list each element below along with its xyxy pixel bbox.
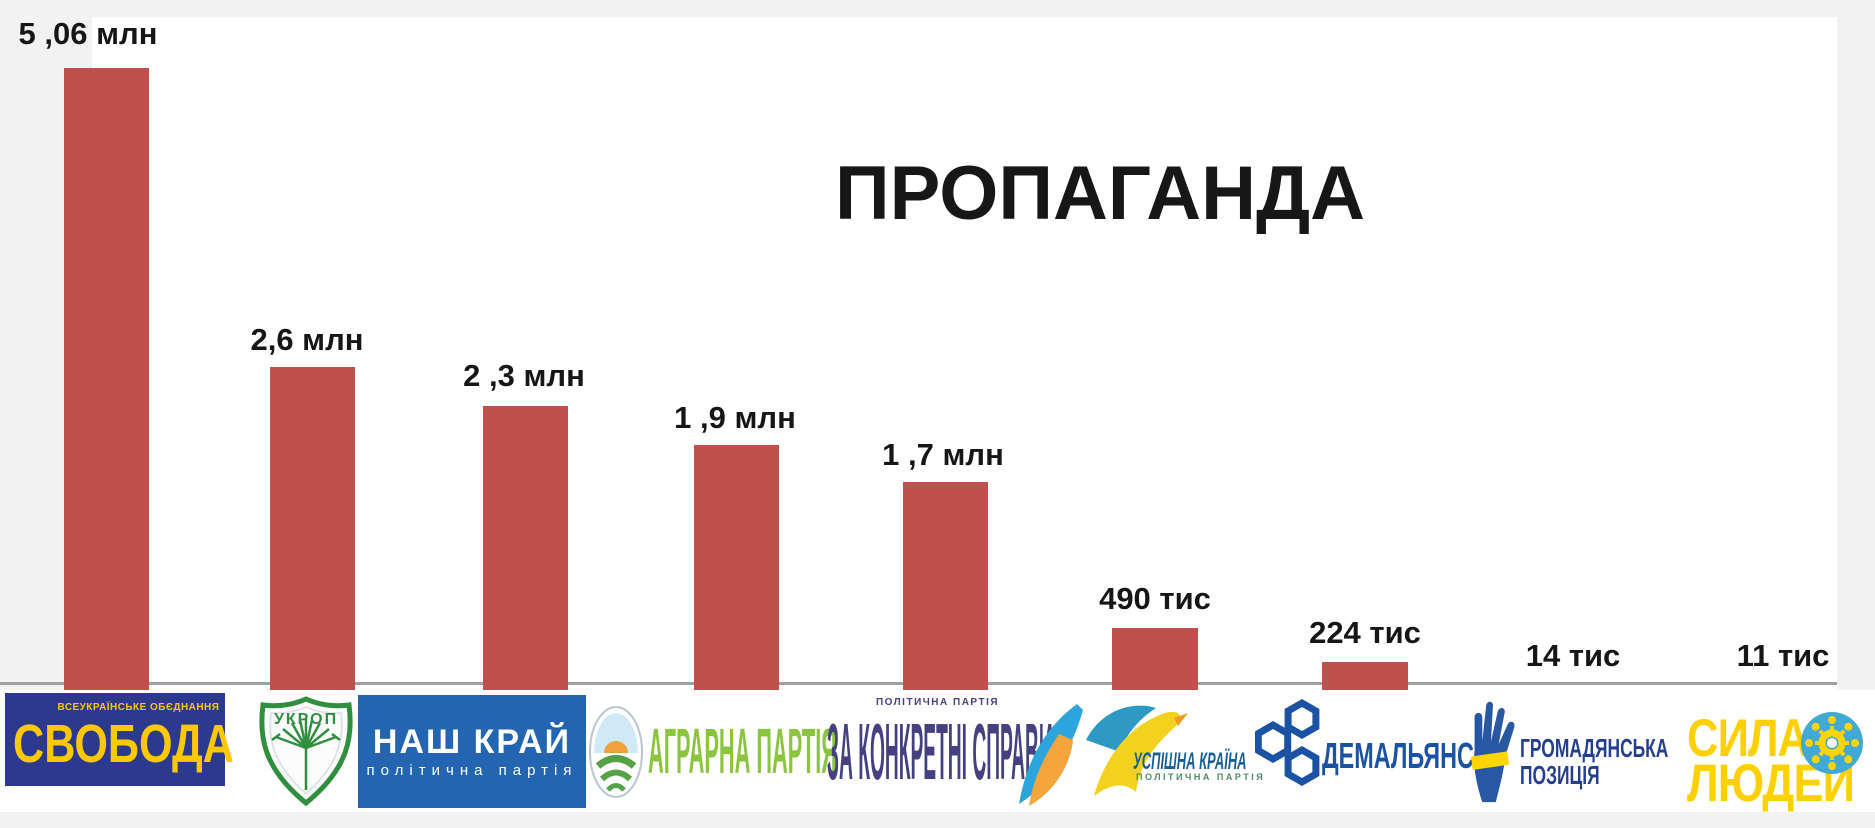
svoboda-top-text: ВСЕУКРАЇНСЬКЕ ОБЄДНАННЯ: [57, 701, 219, 713]
hromadianska-wordmark-line1: ГРОМАДЯНСЬКА: [1520, 733, 1669, 763]
uspishna-wordmark: УСПІШНА КРАЇНА: [1133, 748, 1247, 775]
value-label: 2,6 млн: [250, 322, 364, 357]
bar-demalyans: [1322, 662, 1408, 690]
value-label: 2 ,3 млн: [463, 358, 585, 393]
raised-hand-icon: [1470, 701, 1515, 803]
hromadianska-wordmark-line2: ПОЗИЦІЯ: [1520, 760, 1600, 790]
bar-za-spravy: [903, 482, 988, 690]
dove-icon: [1086, 705, 1188, 796]
syla-wordmark-line1: СИЛА: [1687, 709, 1809, 768]
bar-nash-kray: [483, 406, 568, 690]
value-label: 14 тис: [1525, 638, 1621, 673]
agrarna-wordmark: АГРАРНА ПАРТІЯ: [648, 715, 837, 787]
nash-kray-subtitle: політична партія: [366, 762, 578, 779]
nash-kray-logo: НАШ КРАЙ політична партія: [358, 695, 586, 808]
bar-agrarna: [694, 445, 779, 690]
chart-title: ПРОПАГАНДА: [834, 151, 1366, 236]
people-sun-icon: [1801, 712, 1863, 774]
feather-swoosh-icon: [1019, 704, 1083, 806]
value-label: 1 ,9 млн: [674, 400, 796, 435]
svoboda-wordmark: СВОБОДА: [13, 714, 234, 774]
value-label: 1 ,7 млн: [882, 437, 1004, 472]
value-label: 5 ,06 млн: [18, 16, 158, 51]
demalyans-wordmark: ДЕМАЛЬЯНС: [1322, 735, 1474, 776]
za-spravy-top-text: ПОЛІТИЧНА ПАРТІЯ: [875, 697, 1000, 708]
svoboda-logo: ВСЕУКРАЇНСЬКЕ ОБЄДНАННЯ СВОБОДА: [5, 693, 234, 786]
nash-kray-wordmark: НАШ КРАЙ: [372, 723, 572, 761]
agrarna-emblem-icon: [589, 706, 643, 798]
ukrop-shield-icon: [259, 696, 353, 807]
value-label: 224 тис: [1309, 615, 1421, 650]
hexagons-icon: [1255, 698, 1320, 787]
za-spravy-wordmark: ЗА КОНКРЕТНІ СПРАВИ: [827, 707, 1053, 796]
bar-svoboda: [64, 68, 149, 690]
ukrop-logo: УКРОП: [256, 696, 356, 807]
bar-uspishna: [1112, 628, 1198, 690]
ukrop-wordmark: УКРОП: [273, 711, 339, 728]
value-label: 11 тис: [1736, 638, 1830, 673]
value-label: 490 тис: [1099, 581, 1211, 616]
bar-ukrop: [270, 367, 355, 690]
uspishna-subtitle: ПОЛІТИЧНА ПАРТІЯ: [1136, 772, 1266, 782]
